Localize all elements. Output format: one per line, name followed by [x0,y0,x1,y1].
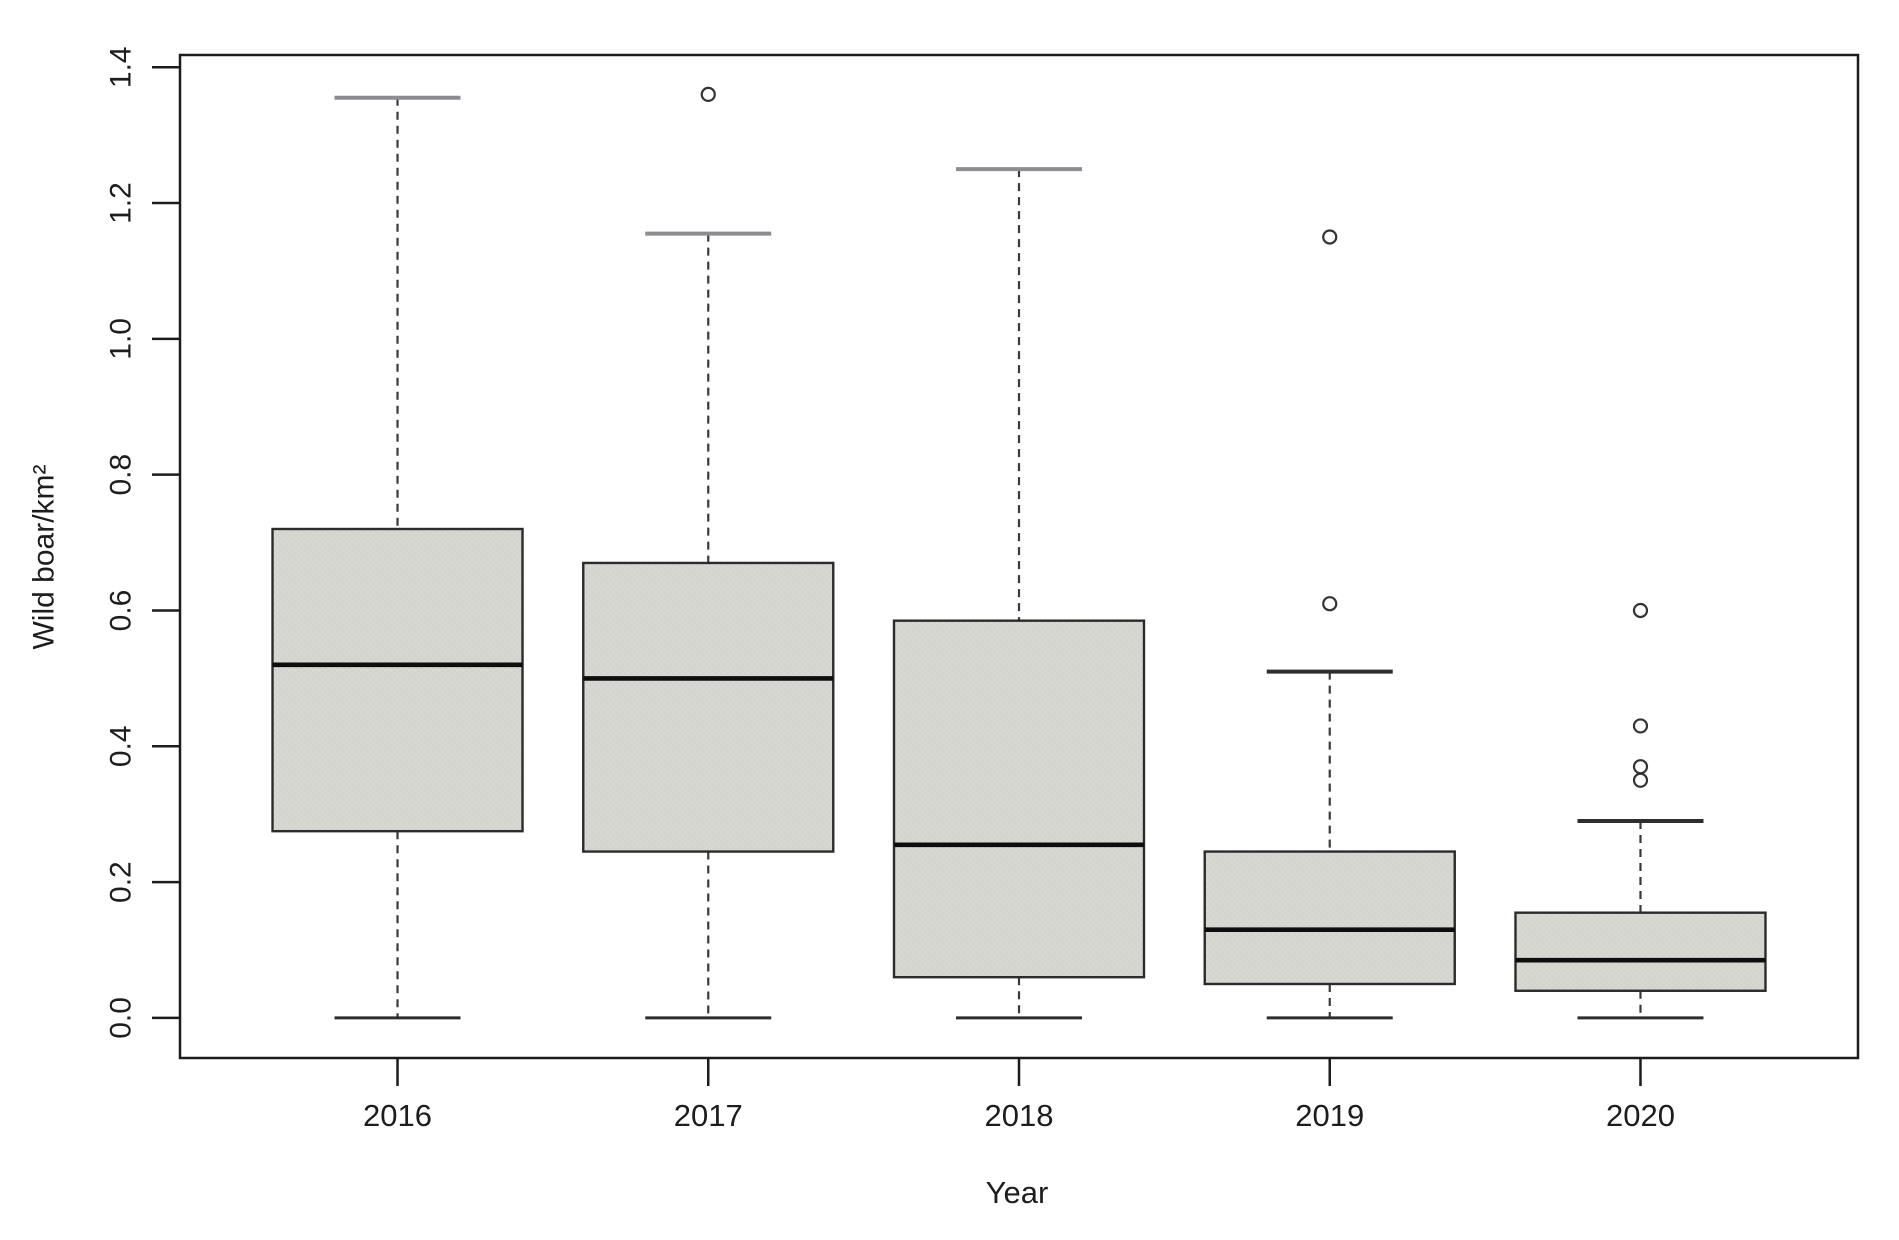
y-tick-label: 0.4 [105,725,138,767]
y-axis-title: Wild boar/km² [28,464,61,649]
iqr-box-texture [894,620,1144,978]
box-group-2018 [892,167,1146,1020]
iqr-box-texture [1204,851,1455,984]
y-tick-label: 0.0 [105,997,138,1039]
box-group-2020 [1514,602,1767,1020]
iqr-box [582,561,835,853]
outlier-point [1322,596,1338,612]
y-tick-label: 1.0 [105,318,138,360]
iqr-box [892,619,1146,979]
x-tick-label: 2019 [1295,1098,1364,1133]
x-tick-label: 2017 [674,1098,743,1133]
y-tick-label: 1.4 [105,46,138,88]
box-group-2016 [271,95,524,1020]
outlier-point [1632,772,1649,788]
outlier-point [700,86,716,102]
y-tick-label: 0.2 [105,861,138,903]
outlier-point [1632,718,1649,734]
y-tick-label: 0.8 [105,454,138,496]
outlier-point [1322,229,1338,245]
x-tick-label: 2018 [985,1098,1054,1133]
plot-area: 0.0 0.2 0.4 0.6 0.8 1.0 1.2 1.4 2016 2017 2018 2019… [105,46,1860,1133]
box-group-2019 [1203,229,1456,1020]
y-tick-label: 0.6 [105,590,138,632]
x-tick-label: 2020 [1606,1098,1675,1133]
x-axis-title: Year [986,1175,1049,1210]
iqr-box-texture [583,562,834,852]
iqr-box-texture [1515,912,1766,991]
box-group-2017 [582,86,835,1020]
x-tick-label: 2016 [363,1098,432,1133]
outlier-point [1632,602,1649,619]
y-tick-label: 1.2 [105,182,138,224]
iqr-box [1514,911,1767,992]
outlier-point [1632,759,1649,775]
iqr-box [1203,850,1456,986]
iqr-box-texture [272,528,523,832]
iqr-box [271,527,524,833]
